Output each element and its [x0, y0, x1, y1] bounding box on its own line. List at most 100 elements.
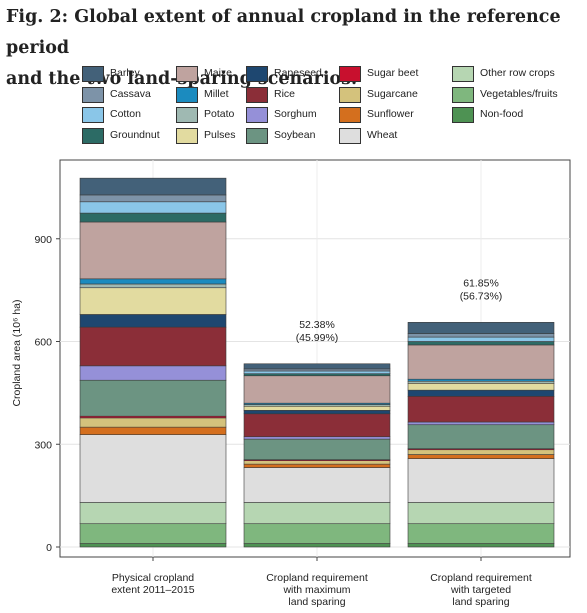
- x-tick-label-0-1: extent 2011–2015: [111, 584, 194, 596]
- bar-segment-0-maize: [79, 221, 227, 280]
- legend-label-rapeseed: Rapeseed: [274, 67, 322, 79]
- bar-segment-2-cassava: [407, 333, 555, 338]
- bar-segment-2-potato: [407, 380, 555, 384]
- bar-annotation-1-0: 52.38%: [299, 319, 335, 331]
- bar-segment-2-pulses: [407, 382, 555, 391]
- bar-segment-2-soybean: [407, 424, 555, 450]
- bar-segment-2-maize: [407, 344, 555, 380]
- bar-segment-1-sunflower: [243, 463, 391, 468]
- bar-segment-2-vegetables-fruits: [407, 523, 555, 544]
- bar-segment-1-non-food: [243, 543, 391, 548]
- legend-label-sugarcane: Sugarcane: [367, 87, 418, 100]
- legend-swatch-groundnut: [82, 127, 104, 144]
- bar-segment-1-cotton: [243, 370, 391, 375]
- bar-annotation-1-1: (45.99%): [296, 332, 339, 344]
- bar-segment-0-cassava: [79, 194, 227, 203]
- legend-label-groundnut: Groundnut: [110, 128, 160, 141]
- legend-label-other-row-crops: Other row crops: [480, 67, 555, 79]
- bar-segment-1-pulses: [243, 405, 391, 411]
- bar-segment-2-other-row-crops: [407, 502, 555, 525]
- bar-segment-0-vegetables-fruits: [79, 523, 227, 544]
- x-tick-label-0-0: Physical cropland: [112, 572, 194, 584]
- legend-swatch-wheat: [339, 127, 361, 144]
- legend-swatch-other-row-crops: [452, 66, 474, 82]
- bar-segment-0-cotton: [79, 201, 227, 214]
- bar-segment-2-groundnut: [407, 341, 555, 346]
- bar-segment-1-rice: [243, 413, 391, 438]
- legend-swatch-maize: [176, 66, 198, 82]
- figure-title-line-1: Fig. 2: Global extent of annual cropland…: [6, 7, 561, 58]
- legend-swatch-sorghum: [246, 107, 268, 123]
- x-tick-label-1-2: land sparing: [288, 596, 345, 608]
- legend-swatch-rapeseed: [246, 66, 268, 82]
- bar-segment-1-other-row-crops: [243, 502, 391, 525]
- legend-swatch-barley: [82, 66, 104, 82]
- legend-swatch-cotton: [82, 107, 104, 123]
- bar-segment-2-rapeseed: [407, 389, 555, 397]
- legend-label-rice: Rice: [274, 87, 296, 100]
- legend-label-maize: Maize: [204, 67, 233, 79]
- bar-segment-1-vegetables-fruits: [243, 523, 391, 544]
- legend-label-non-food: Non-food: [480, 108, 524, 120]
- bar-segment-1-sugarcane: [243, 460, 391, 465]
- bar-segment-0-wheat: [79, 434, 227, 503]
- legend-label-vegetables-fruits: Vegetables/fruits: [480, 87, 558, 100]
- y-tick-label-900: 900: [34, 234, 52, 246]
- bar-segment-1-sorghum: [243, 436, 391, 440]
- legend-swatch-vegetables-fruits: [452, 86, 474, 103]
- legend-swatch-soybean: [246, 127, 268, 144]
- bar-segment-2-non-food: [407, 543, 555, 548]
- bar-segment-0-sugarcane: [79, 417, 227, 428]
- bar-segment-2-wheat: [407, 458, 555, 503]
- legend-label-sunflower: Sunflower: [367, 108, 414, 120]
- legend-swatch-sugar-beet: [339, 66, 361, 82]
- bar-segment-0-pulses: [79, 287, 227, 315]
- x-tick-label-2-1: with targeted: [450, 584, 511, 596]
- bar-annotation-2-1: (56.73%): [460, 290, 503, 302]
- y-tick-label-300: 300: [34, 439, 52, 451]
- legend-swatch-cassava: [82, 86, 104, 103]
- x-tick-label-1-0: Cropland requirement: [266, 572, 368, 584]
- legend-label-cotton: Cotton: [110, 108, 141, 120]
- legend-swatch-non-food: [452, 107, 474, 123]
- legend-label-wheat: Wheat: [367, 128, 398, 141]
- legend-swatch-potato: [176, 107, 198, 123]
- legend-label-millet: Millet: [204, 87, 229, 100]
- legend-label-soybean: Soybean: [274, 128, 316, 141]
- legend-label-potato: Potato: [204, 108, 235, 120]
- legend-label-sugar-beet: Sugar beet: [367, 67, 419, 79]
- bar-segment-0-soybean: [79, 379, 227, 417]
- legend-swatch-rice: [246, 86, 268, 103]
- bar-segment-1-wheat: [243, 467, 391, 503]
- bar-annotation-2-0: 61.85%: [463, 277, 499, 289]
- bar-segment-2-barley: [407, 322, 555, 334]
- x-tick-label-2-0: Cropland requirement: [430, 572, 532, 584]
- legend-label-cassava: Cassava: [110, 87, 151, 100]
- bar-segment-2-cotton: [407, 336, 555, 342]
- x-tick-label-2-2: land sparing: [452, 596, 509, 608]
- legend-swatch-millet: [176, 86, 198, 103]
- bar-segment-1-rapeseed: [243, 410, 391, 415]
- bar-segment-0-rapeseed: [79, 314, 227, 328]
- bar-segment-1-maize: [243, 375, 391, 404]
- bar-segment-0-barley: [79, 177, 227, 196]
- legend-swatch-pulses: [176, 127, 198, 144]
- bar-segment-0-sorghum: [79, 365, 227, 381]
- bar-segment-2-sunflower: [407, 454, 555, 459]
- legend-label-pulses: Pulses: [204, 128, 236, 141]
- bar-segment-1-barley: [243, 363, 391, 370]
- bar-segment-2-millet: [407, 378, 555, 382]
- legend-swatch-sugarcane: [339, 86, 361, 103]
- bar-segment-0-rice: [79, 326, 227, 367]
- y-tick-label-0: 0: [46, 542, 52, 554]
- legend-label-sorghum: Sorghum: [274, 108, 317, 120]
- bar-segment-2-sorghum: [407, 421, 555, 426]
- legend-swatch-sunflower: [339, 107, 361, 123]
- y-tick-label-600: 600: [34, 337, 52, 349]
- bar-segment-2-rice: [407, 396, 555, 423]
- bar-segment-0-non-food: [79, 543, 227, 548]
- bar-segment-0-groundnut: [79, 212, 227, 223]
- bar-segment-2-sugarcane: [407, 449, 555, 455]
- y-axis-label: Cropland area (10⁶ ha): [11, 299, 23, 406]
